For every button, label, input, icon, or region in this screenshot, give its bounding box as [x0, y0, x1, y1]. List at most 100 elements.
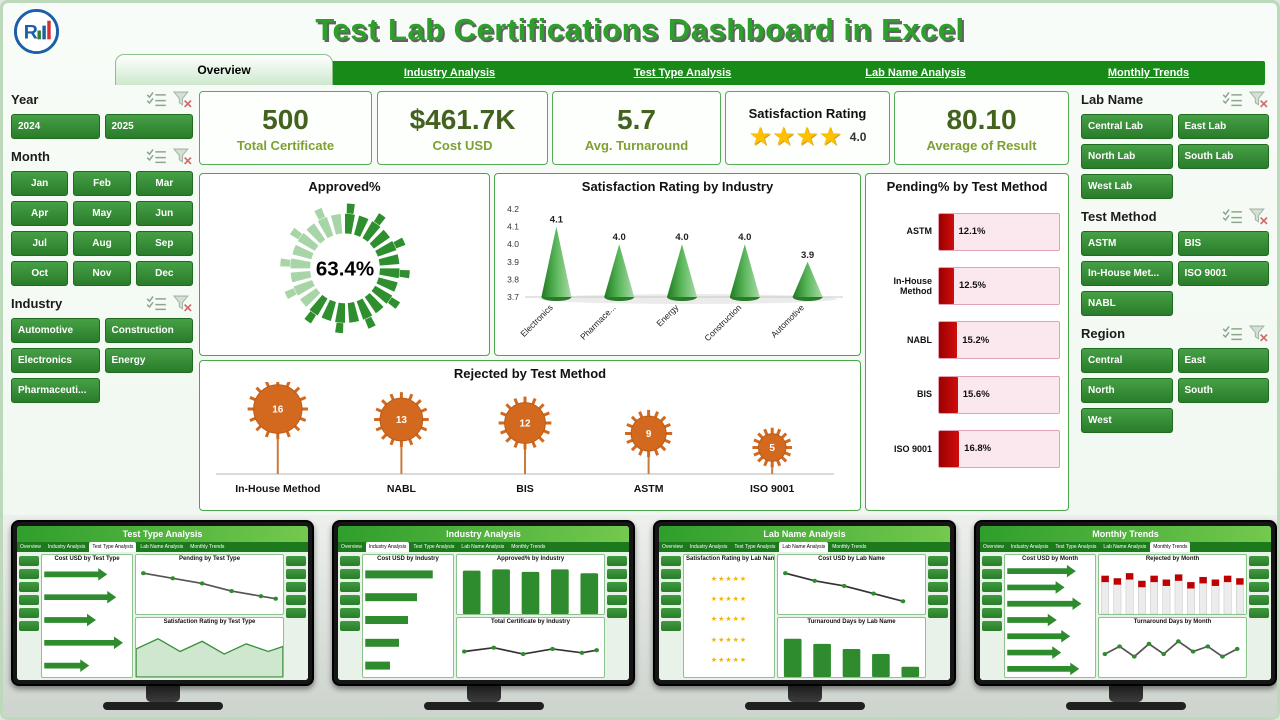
tab-lab-name-analysis[interactable]: Lab Name Analysis	[865, 67, 966, 79]
multiselect-icon[interactable]	[1222, 91, 1243, 108]
clear-filter-icon[interactable]	[1248, 208, 1269, 225]
slicer-button[interactable]: BIS	[1177, 231, 1269, 256]
logo-letter: R	[24, 21, 38, 43]
kpi-avg-turnaround: 5.7 Avg. Turnaround	[552, 91, 721, 165]
slicer-button[interactable]: NABL	[1081, 291, 1173, 316]
industry-slicer-items: Automotive Construction Electronics Energy P…	[11, 318, 193, 403]
svg-text:9: 9	[646, 429, 652, 440]
slicer-button[interactable]: Jan	[11, 171, 69, 196]
mini-slicer-column	[19, 554, 39, 678]
slicer-button[interactable]: Nov	[73, 261, 131, 286]
slicer-button[interactable]: ASTM	[1081, 231, 1173, 256]
mini-chart-title: Pending by Test Type	[178, 556, 241, 562]
slicer-button[interactable]: Central	[1081, 348, 1173, 373]
star-icon: ★	[818, 121, 842, 151]
clear-filter-icon[interactable]	[172, 148, 193, 165]
slicer-button[interactable]: Construction	[104, 318, 193, 343]
tab-industry-analysis[interactable]: Industry Analysis	[403, 67, 496, 79]
rejected-by-test-method-panel: Rejected by Test Method 16 In-House Metho…	[199, 360, 861, 511]
slicer-button[interactable]: Oct	[11, 261, 69, 286]
pending-row: ISO 9001 16.8%	[870, 429, 1060, 468]
mini-chart-panel: Turnaround Days by Lab Name	[777, 617, 926, 678]
kpi-label: Cost USD	[432, 137, 493, 153]
slicer-button[interactable]: South Lab	[1177, 144, 1269, 169]
clear-filter-icon[interactable]	[1248, 91, 1269, 108]
multiselect-icon[interactable]	[146, 148, 167, 165]
slicer-button[interactable]: Jun	[135, 201, 193, 226]
mini-chart-title: Approved% by Industry	[496, 556, 565, 562]
tab-monthly-trends[interactable]: Monthly Trends	[1107, 67, 1190, 79]
mini-tab: Overview	[20, 544, 41, 550]
kpi-total-certificate: 500 Total Certificate	[199, 91, 372, 165]
bar-chart	[783, 638, 920, 677]
slicer-button[interactable]: North	[1081, 378, 1173, 403]
multiselect-icon[interactable]	[146, 295, 167, 312]
multiselect-icon[interactable]	[1222, 325, 1243, 342]
kpi-satisfaction-rating: Satisfaction Rating ★★★★ 4.0	[725, 91, 890, 165]
tab-test-type-analysis[interactable]: Test Type Analysis	[633, 67, 732, 79]
pending-row: NABL 15.2%	[870, 321, 1060, 360]
clear-filter-icon[interactable]	[172, 91, 193, 108]
slicer-button[interactable]: May	[73, 201, 131, 226]
kpi-label: Average of Result	[926, 137, 1037, 153]
arrow-bar-chart	[1007, 564, 1082, 676]
monitor-stand	[1108, 686, 1143, 702]
kpi-average-of-result: 80.10 Average of Result	[894, 91, 1069, 165]
clear-filter-icon[interactable]	[1248, 325, 1269, 342]
slicer-button[interactable]: Aug	[73, 231, 131, 256]
region-slicer-items: Central East North South West	[1081, 348, 1269, 433]
monitor-screen: Industry Analysis Overview Industry Analy…	[332, 520, 635, 686]
slicer-button[interactable]: In-House Met...	[1081, 261, 1173, 286]
mini-chart-panel: Rejected by Month	[1098, 554, 1247, 615]
mini-chart-panel: Cost USD by Month	[1004, 554, 1096, 678]
slicer-button[interactable]: 2025	[104, 114, 193, 139]
slicer-button[interactable]: 2024	[11, 114, 100, 139]
pending-bar-chart: ASTM 12.1% In-House Method 12.5% NABL 15.2% BI…	[866, 196, 1068, 484]
mini-chart-panel: Satisfaction Rating by Test Type	[135, 617, 284, 678]
mini-chart-panel: Turnaround Days by Month	[1098, 617, 1247, 678]
slicer-button[interactable]: Jul	[11, 231, 69, 256]
chart-title: Approved%	[308, 179, 381, 194]
slicer-button[interactable]: West	[1081, 408, 1173, 433]
slicer-button[interactable]: East Lab	[1177, 114, 1269, 139]
industry-slicer: Industry Automotive Construction Electroni…	[11, 295, 193, 403]
multiselect-icon[interactable]	[146, 91, 167, 108]
mini-chart-panel: Satisfaction Rating by Lab Name ★★★★★ ★★★…	[683, 554, 775, 678]
slicer-button[interactable]: North Lab	[1081, 144, 1173, 169]
slicer-button[interactable]: Energy	[104, 348, 193, 373]
slicer-button[interactable]: Pharmaceuti...	[11, 378, 100, 403]
app-logo: R	[13, 8, 60, 55]
slicer-button[interactable]: Mar	[135, 171, 193, 196]
monitor-screen: Monthly Trends Overview Industry Analysis…	[974, 520, 1277, 686]
slicer-button[interactable]: Dec	[135, 261, 193, 286]
bar-chart	[462, 569, 599, 614]
slicer-button[interactable]: ISO 9001	[1177, 261, 1269, 286]
mini-chart-panel: Cost USD by Industry	[362, 554, 454, 678]
svg-text:4.0: 4.0	[738, 232, 751, 243]
tab-overview[interactable]: Overview	[115, 54, 333, 85]
mini-chart-title: Satisfaction Rating by Test Type	[163, 619, 256, 625]
mini-chart-title: Rejected by Month	[1145, 556, 1200, 562]
slicer-button[interactable]: Apr	[11, 201, 69, 226]
rejected-lollipop-chart: 16 In-House Method 13 NABL 12 BIS 9 ASTM 5 ISO 90…	[200, 378, 860, 510]
bar-chart	[1101, 573, 1244, 614]
slicer-button[interactable]: Electronics	[11, 348, 100, 373]
slicer-button[interactable]: Central Lab	[1081, 114, 1173, 139]
svg-text:4.1: 4.1	[550, 215, 564, 226]
mini-slicer-column	[340, 554, 360, 678]
slicer-button[interactable]: East	[1177, 348, 1269, 373]
mini-dashboard-title: Monthly Trends	[980, 526, 1271, 542]
slicer-button[interactable]: South	[1177, 378, 1269, 403]
slicer-button[interactable]: Feb	[73, 171, 131, 196]
svg-text:4.0: 4.0	[507, 239, 519, 249]
monitor-base	[102, 702, 223, 710]
multiselect-icon[interactable]	[1222, 208, 1243, 225]
slicer-button[interactable]: West Lab	[1081, 174, 1173, 199]
pending-row: ASTM 12.1%	[870, 212, 1060, 251]
mini-tab: Test Type Analysis	[1055, 544, 1097, 550]
clear-filter-icon[interactable]	[172, 295, 193, 312]
svg-text:3.8: 3.8	[507, 274, 519, 284]
slicer-button[interactable]: Sep	[135, 231, 193, 256]
mini-slicer-column	[607, 554, 627, 678]
slicer-button[interactable]: Automotive	[11, 318, 100, 343]
